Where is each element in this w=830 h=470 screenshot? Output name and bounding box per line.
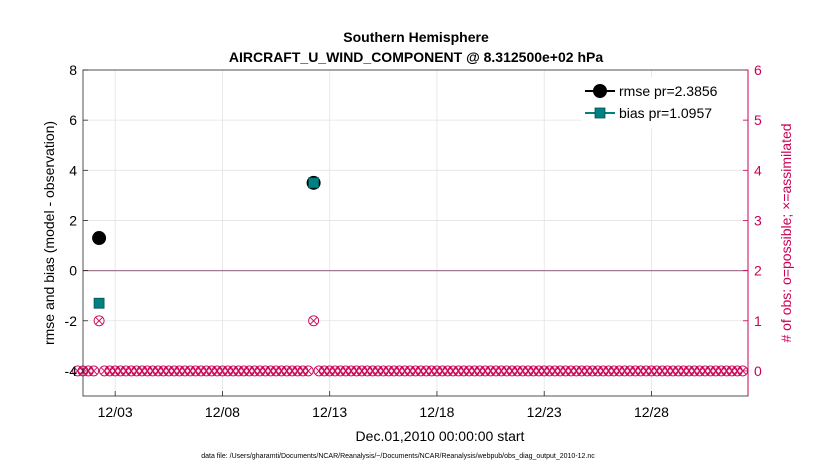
obs-assimilated-cross [309, 316, 318, 325]
x-tick-label: 12/28 [634, 404, 669, 420]
legend-box [581, 77, 743, 129]
footer-note: data file: /Users/gharamti/Documents/NCA… [201, 453, 595, 460]
x-tick-label: 12/23 [527, 404, 562, 420]
legend: rmse pr=2.3856 bias pr=1.0957 [581, 77, 743, 129]
data-series [92, 175, 321, 309]
legend-label: rmse pr=2.3856 [619, 83, 718, 99]
obs-possible-circle [302, 365, 314, 377]
legend-label: bias pr=1.0957 [619, 105, 712, 121]
x-axis: 12/03 12/08 12/13 12/18 12/23 12/28 [98, 391, 669, 420]
obs-count-marker [308, 315, 320, 327]
obs-count-marker [93, 315, 105, 327]
bias-point [308, 177, 320, 189]
y-tick-label: 2 [69, 212, 77, 228]
x-axis-label: Dec.01,2010 00:00:00 start [356, 428, 525, 444]
obs-assimilated-cross [738, 367, 747, 375]
y-right-tick-label: 1 [754, 313, 762, 329]
y-right-tick-label: 0 [754, 363, 762, 379]
chart-title: Southern Hemisphere [343, 29, 489, 45]
x-tick-label: 12/13 [312, 404, 347, 420]
x-tick-label: 12/18 [419, 404, 454, 420]
bias-point [93, 297, 105, 309]
y-axis-label: rmse and bias (model - observation) [41, 121, 57, 345]
obs-assimilated-cross [304, 367, 313, 375]
y-right-tick-label: 4 [754, 162, 762, 178]
y-right-tick-label: 3 [754, 212, 762, 228]
y-tick-label: 8 [69, 62, 77, 78]
y-tick-label: -2 [65, 313, 78, 329]
y-axis-left: -4 -2 0 2 4 6 8 [65, 62, 88, 379]
x-tick-label: 12/08 [205, 404, 240, 420]
y-right-tick-label: 2 [754, 263, 762, 279]
obs-possible-circle [308, 315, 320, 327]
chart-subtitle: AIRCRAFT_U_WIND_COMPONENT @ 8.312500e+02… [229, 49, 603, 65]
y-axis-right-label: # of obs: o=possible; ×=assimilated [778, 123, 794, 342]
obs-count-marker [302, 365, 314, 377]
obs-assimilated-cross [89, 367, 98, 375]
legend-rmse-marker [593, 84, 607, 98]
y-tick-label: 0 [69, 263, 77, 279]
obs-possible-circle [93, 315, 105, 327]
obs-count-marker [88, 365, 100, 377]
legend-bias-marker [594, 107, 606, 119]
y-tick-label: -4 [65, 363, 78, 379]
y-tick-label: 6 [69, 112, 77, 128]
rmse-point [92, 231, 107, 246]
obs-count-series [72, 315, 749, 377]
y-right-tick-label: 5 [754, 112, 762, 128]
obs-assimilated-cross [95, 316, 103, 325]
y-axis-right: 0 1 2 3 4 5 6 [743, 62, 762, 396]
x-tick-label: 12/03 [98, 404, 133, 420]
obs-possible-circle [88, 365, 100, 377]
y-right-tick-label: 6 [754, 62, 762, 78]
y-tick-label: 4 [69, 162, 77, 178]
